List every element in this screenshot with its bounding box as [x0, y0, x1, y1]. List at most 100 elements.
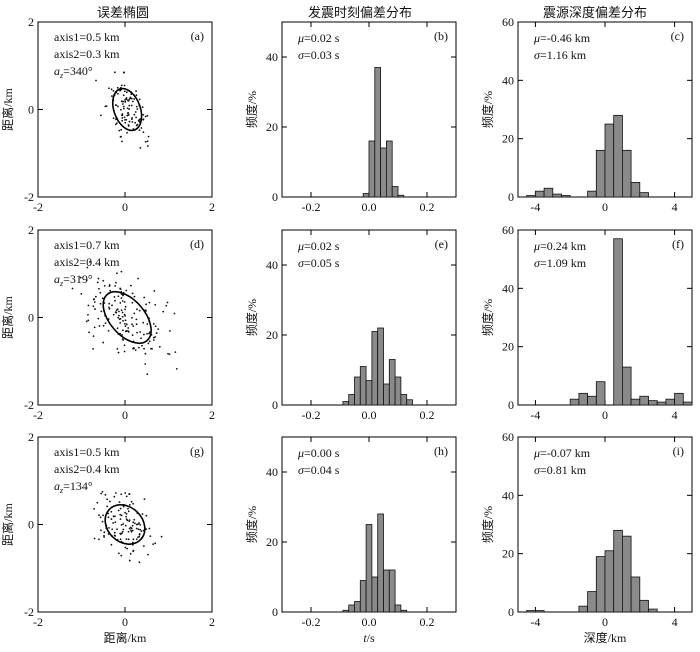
scatter-point [108, 283, 111, 286]
x-tick-label: 4 [672, 408, 678, 422]
scatter-point [86, 266, 89, 269]
scatter-point [92, 305, 95, 308]
scatter-point [102, 279, 105, 282]
scatter-point [115, 104, 118, 107]
histogram-bar [348, 604, 355, 613]
scatter-point [102, 514, 104, 517]
scatter-point [122, 339, 125, 341]
scatter-point [121, 103, 124, 105]
scatter-point [114, 123, 117, 126]
scatter-point [112, 89, 115, 92]
scatter-point [141, 513, 144, 515]
scatter-point [128, 519, 131, 522]
scatter-point [135, 523, 138, 526]
scatter-point [143, 498, 146, 500]
scatter-point [104, 322, 107, 325]
panel-label: (g) [190, 444, 204, 458]
histogram-bar [342, 401, 350, 406]
scatter-point [89, 260, 91, 263]
scatter-point [133, 518, 136, 521]
x-tick-label: 0.2 [420, 200, 435, 214]
scatter-point [125, 91, 128, 94]
scatter-point [135, 105, 138, 108]
scatter-point [119, 513, 122, 516]
histogram-bar [674, 392, 684, 406]
scatter-point [126, 107, 129, 110]
scatter-point [132, 502, 135, 505]
scatter-point [127, 530, 130, 533]
scatter-point [119, 518, 122, 521]
histogram-bar [630, 182, 641, 198]
scatter-point [128, 108, 130, 111]
column-title-origin-time: 发震时刻偏差分布 [307, 5, 412, 20]
scatter-point [94, 308, 96, 310]
y-axis-label: 距离/km [0, 296, 15, 339]
scatter-point [129, 552, 132, 555]
scatter-point [142, 321, 145, 324]
scatter-point [141, 106, 144, 109]
x-tick-label: -2 [33, 200, 43, 214]
axis2-annotation: axis2=0.3 km [54, 47, 120, 61]
axis2-annotation: axis2=0.4 km [54, 462, 120, 476]
y-tick-label: 20 [266, 120, 278, 134]
scatter-point [119, 302, 122, 304]
scatter-point [138, 561, 141, 564]
scatter-point [152, 322, 155, 325]
histogram-bar [630, 576, 641, 613]
y-tick-label: -2 [24, 190, 34, 204]
scatter-point [109, 289, 112, 292]
error-ellipse [111, 87, 143, 132]
scatter-point [131, 120, 134, 123]
panel-d: -2 0 2 -2 0 2 距离/km (d) axis1=0.7 km axis2=0.4 km… [0, 223, 215, 422]
y-tick-label: 40 [266, 258, 278, 272]
scatter-point [115, 281, 117, 284]
scatter-point [99, 516, 102, 519]
scatter-point [134, 349, 137, 351]
scatter-point [140, 337, 142, 340]
histogram-bar [587, 591, 597, 613]
scatter-point [147, 553, 149, 556]
scatter-point [145, 528, 148, 531]
scatter-point [143, 296, 146, 299]
histogram-bar [578, 392, 589, 406]
scatter-point [152, 339, 155, 341]
histogram-bar [578, 605, 589, 613]
scatter-point [132, 521, 135, 524]
scatter-point [124, 325, 127, 327]
scatter-point [122, 105, 125, 108]
axis1-annotation: axis1=0.7 km [54, 238, 120, 252]
scatter-point [139, 523, 142, 526]
y-tick-label: 40 [502, 73, 514, 87]
scatter-point [128, 559, 131, 562]
scatter-point [92, 335, 95, 338]
scatter-point [108, 500, 111, 503]
scatter-point [142, 113, 145, 116]
scatter-point [130, 118, 133, 121]
scatter-point [104, 493, 107, 496]
scatter-point [137, 536, 139, 539]
scatter-point [114, 515, 116, 518]
scatter-point [139, 331, 142, 333]
scatter-point [154, 303, 157, 306]
scatter-point [87, 319, 90, 322]
scatter-point [87, 304, 90, 307]
scatter-point [108, 306, 110, 309]
scatter-point [128, 493, 131, 495]
y-axis-label: 频度/% [244, 91, 259, 128]
scatter-point [131, 529, 134, 532]
y-tick-label: 0 [272, 398, 278, 412]
scatter-point [136, 123, 139, 126]
y-tick-label: 40 [266, 465, 278, 479]
scatter-point [131, 301, 134, 304]
scatter-point [121, 113, 124, 115]
scatter-point [139, 528, 141, 531]
scatter-point [126, 547, 129, 550]
scatter-point [138, 309, 141, 312]
scatter-point [153, 290, 156, 292]
scatter-point [134, 111, 137, 113]
scatter-point [95, 79, 97, 82]
x-tick-label: -4 [530, 200, 540, 214]
histogram-bar [368, 140, 376, 198]
x-tick-label: 2 [209, 200, 215, 214]
